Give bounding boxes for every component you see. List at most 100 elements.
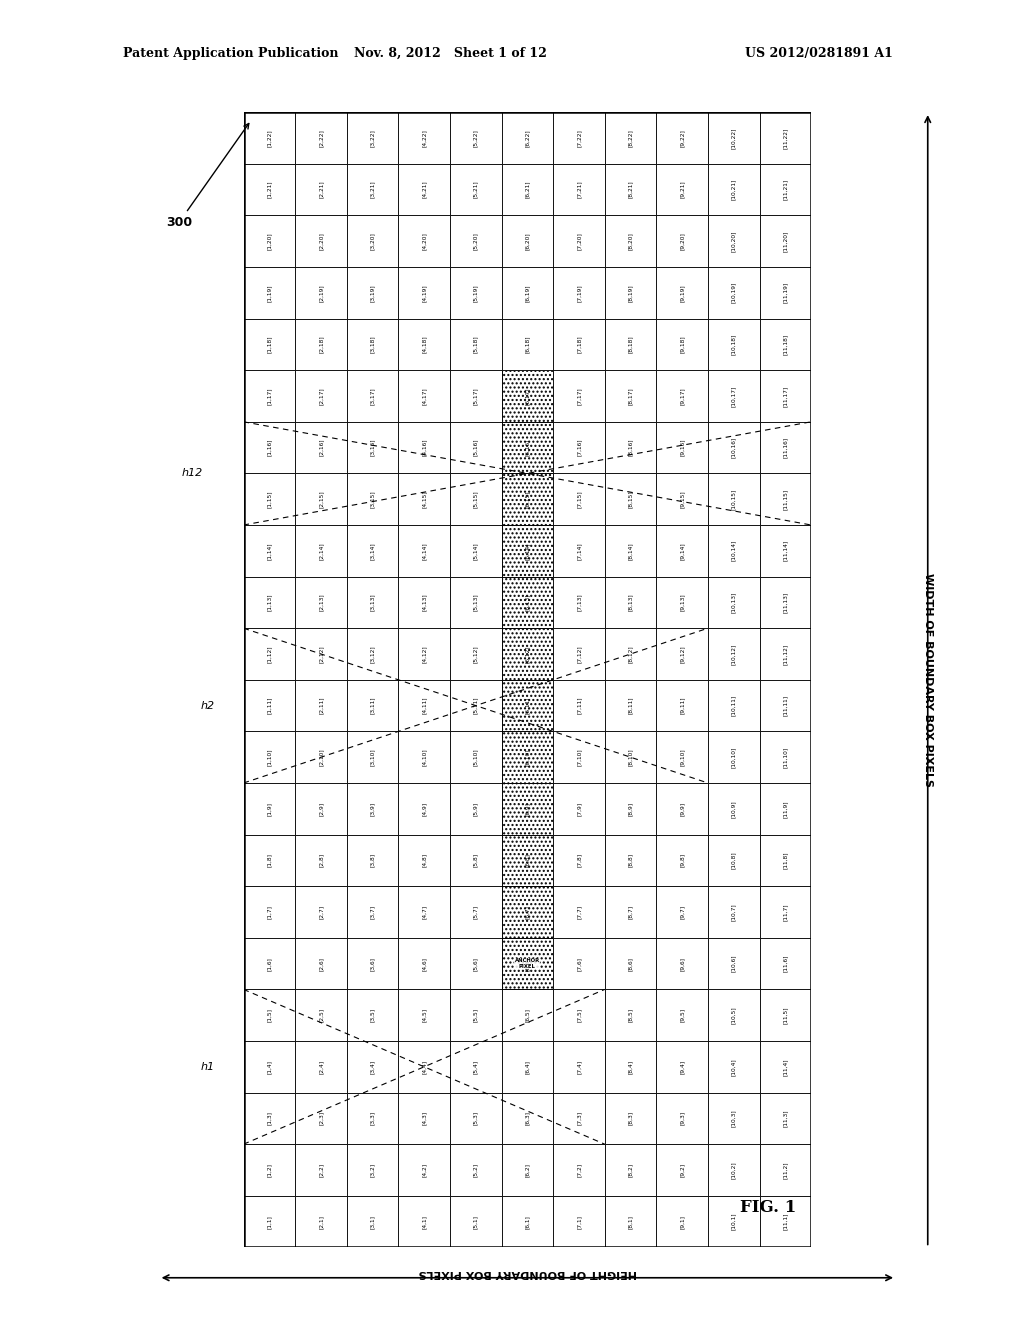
Bar: [605, 1093, 656, 1144]
Bar: [553, 680, 605, 731]
Text: [6,3]: [6,3]: [525, 1111, 529, 1126]
Bar: [502, 164, 553, 215]
Bar: [295, 834, 347, 886]
Bar: [605, 474, 656, 525]
Bar: [398, 215, 450, 267]
Bar: [347, 525, 398, 577]
Bar: [502, 577, 553, 628]
Text: [2,8]: [2,8]: [318, 853, 324, 867]
Text: [9,6]: [9,6]: [680, 957, 685, 970]
Text: [9,7]: [9,7]: [680, 906, 685, 919]
Text: [3,11]: [3,11]: [370, 697, 375, 714]
Text: [2,7]: [2,7]: [318, 906, 324, 919]
Text: [4,12]: [4,12]: [422, 645, 427, 663]
Bar: [708, 680, 760, 731]
Bar: [760, 628, 811, 680]
Bar: [347, 1196, 398, 1247]
Text: [11,18]: [11,18]: [783, 334, 787, 355]
Bar: [295, 1196, 347, 1247]
Bar: [708, 1144, 760, 1196]
Bar: [398, 474, 450, 525]
Bar: [760, 164, 811, 215]
Bar: [708, 886, 760, 937]
Bar: [244, 370, 295, 422]
Bar: [502, 628, 553, 680]
Bar: [502, 474, 553, 525]
Bar: [295, 731, 347, 783]
Text: [10,22]: [10,22]: [731, 127, 736, 149]
Text: [3,6]: [3,6]: [370, 957, 375, 970]
Text: [9,10]: [9,10]: [680, 748, 685, 766]
Bar: [502, 215, 553, 267]
Text: [3,1]: [3,1]: [370, 1214, 375, 1229]
Bar: [502, 990, 553, 1041]
Text: [11,19]: [11,19]: [783, 282, 787, 304]
Text: [11,21]: [11,21]: [783, 180, 787, 201]
Bar: [398, 267, 450, 318]
Text: [2,6]: [2,6]: [318, 957, 324, 970]
Bar: [708, 422, 760, 474]
Text: [6,14]: [6,14]: [525, 543, 529, 560]
Text: [10,11]: [10,11]: [731, 694, 736, 717]
Bar: [708, 783, 760, 834]
Text: [3,13]: [3,13]: [370, 594, 375, 611]
Bar: [450, 1196, 502, 1247]
Text: [8,2]: [8,2]: [628, 1163, 633, 1177]
Text: [10,18]: [10,18]: [731, 334, 736, 355]
Text: [2,10]: [2,10]: [318, 748, 324, 766]
Text: [2,14]: [2,14]: [318, 543, 324, 560]
Text: [11,20]: [11,20]: [783, 231, 787, 252]
Bar: [398, 164, 450, 215]
Bar: [295, 164, 347, 215]
Text: [4,20]: [4,20]: [422, 232, 427, 249]
Text: [1,2]: [1,2]: [267, 1163, 271, 1177]
Text: [7,4]: [7,4]: [577, 1060, 582, 1074]
Text: [3,18]: [3,18]: [370, 335, 375, 354]
Text: [3,15]: [3,15]: [370, 490, 375, 508]
Text: h2: h2: [201, 701, 214, 710]
Text: [3,14]: [3,14]: [370, 543, 375, 560]
Text: [8,18]: [8,18]: [628, 335, 633, 354]
Text: [9,22]: [9,22]: [680, 129, 685, 147]
Text: [10,21]: [10,21]: [731, 180, 736, 201]
Text: [5,10]: [5,10]: [473, 748, 478, 766]
Text: [11,4]: [11,4]: [783, 1059, 787, 1076]
Text: [7,16]: [7,16]: [577, 438, 582, 457]
Text: [11,9]: [11,9]: [783, 800, 787, 817]
Bar: [553, 1041, 605, 1093]
Bar: [605, 834, 656, 886]
Text: [5,14]: [5,14]: [473, 543, 478, 560]
Bar: [502, 680, 553, 731]
Text: [6,12]: [6,12]: [525, 645, 529, 663]
Bar: [605, 1041, 656, 1093]
Text: [11,14]: [11,14]: [783, 540, 787, 561]
Bar: [295, 370, 347, 422]
Text: [10,7]: [10,7]: [731, 903, 736, 921]
Text: [5,9]: [5,9]: [473, 801, 478, 816]
Text: [2,22]: [2,22]: [318, 129, 324, 147]
Text: [9,13]: [9,13]: [680, 594, 685, 611]
Bar: [295, 318, 347, 370]
Text: [5,21]: [5,21]: [473, 181, 478, 198]
Bar: [450, 474, 502, 525]
Text: [4,9]: [4,9]: [422, 801, 427, 816]
Text: [2,16]: [2,16]: [318, 438, 324, 457]
Text: [1,12]: [1,12]: [267, 645, 271, 663]
Bar: [244, 577, 295, 628]
Bar: [708, 577, 760, 628]
Bar: [656, 1144, 708, 1196]
Bar: [244, 731, 295, 783]
Bar: [244, 990, 295, 1041]
Text: [3,5]: [3,5]: [370, 1008, 375, 1022]
Text: [3,4]: [3,4]: [370, 1060, 375, 1074]
Text: [8,19]: [8,19]: [628, 284, 633, 302]
Bar: [553, 731, 605, 783]
Text: [2,12]: [2,12]: [318, 645, 324, 663]
Text: [11,3]: [11,3]: [783, 1110, 787, 1127]
Bar: [347, 577, 398, 628]
Text: [5,18]: [5,18]: [473, 335, 478, 354]
Bar: [553, 318, 605, 370]
Text: [7,6]: [7,6]: [577, 957, 582, 970]
Text: [11,6]: [11,6]: [783, 954, 787, 973]
Text: [6,21]: [6,21]: [525, 181, 529, 198]
